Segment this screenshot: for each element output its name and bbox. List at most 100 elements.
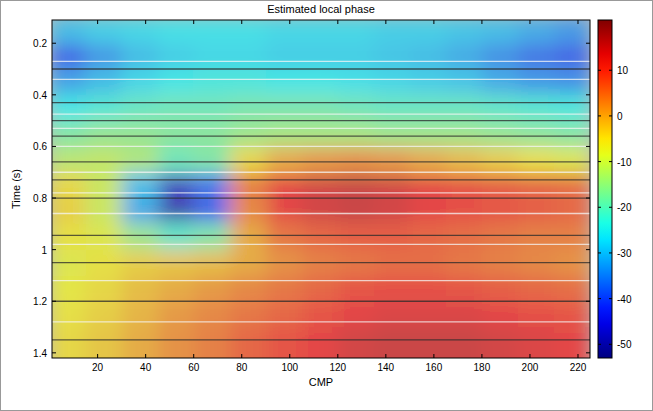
y-tick <box>52 301 56 302</box>
phase-cell <box>158 121 195 147</box>
x-tick-label: 20 <box>92 362 104 373</box>
x-tick <box>241 20 242 24</box>
phase-cell <box>518 198 555 224</box>
phase-cell <box>266 69 303 95</box>
phase-cell <box>446 95 483 121</box>
reflector <box>52 79 590 80</box>
reflector <box>52 321 590 322</box>
y-tick-label: 1.2 <box>33 296 47 307</box>
y-tick <box>586 352 590 353</box>
phase-cell <box>194 224 231 250</box>
phase-cell <box>554 43 590 69</box>
y-tick <box>52 352 56 353</box>
phase-cell <box>230 121 267 147</box>
phase-cell <box>122 275 159 301</box>
phase-cell <box>266 198 303 224</box>
reflector <box>52 339 590 340</box>
reflector <box>52 128 590 129</box>
phase-cell <box>194 95 231 121</box>
phase-cell <box>122 146 159 172</box>
plot-frame <box>52 20 590 358</box>
colorbar-tick-label: 10 <box>617 65 629 76</box>
reflector <box>52 114 590 115</box>
phase-cell <box>194 301 231 327</box>
reflector <box>52 244 590 245</box>
phase-cell <box>554 146 590 172</box>
phase-cell <box>230 198 267 224</box>
phase-cell <box>86 301 123 327</box>
x-tick-label: 80 <box>236 362 248 373</box>
phase-cell <box>518 43 555 69</box>
reflector <box>52 161 590 162</box>
phase-cell <box>410 121 447 147</box>
phase-cell <box>302 43 339 69</box>
phase-cell <box>518 95 555 121</box>
phase-cell <box>482 146 519 172</box>
phase-cell <box>554 121 590 147</box>
phase-cell <box>446 224 483 250</box>
x-tick <box>145 20 146 24</box>
phase-cell <box>194 353 231 358</box>
colorbar-tick <box>598 207 601 208</box>
y-tick <box>586 43 590 44</box>
colorbar-tick <box>609 70 612 71</box>
x-tick <box>289 354 290 358</box>
phase-cell <box>302 172 339 198</box>
phase-cell <box>52 20 86 44</box>
phase-cell <box>482 43 519 69</box>
phase-cell <box>446 275 483 301</box>
reflector <box>52 68 590 69</box>
phase-cell <box>374 20 411 44</box>
x-tick <box>97 354 98 358</box>
reflector <box>52 262 590 263</box>
y-tick-label: 0.6 <box>33 141 47 152</box>
phase-cell <box>266 43 303 69</box>
reflector <box>52 197 590 198</box>
reflector <box>52 135 590 136</box>
phase-cell <box>554 353 590 358</box>
x-tick <box>529 20 530 24</box>
colorbar <box>598 20 612 358</box>
title: Estimated local phase <box>267 3 375 15</box>
phase-cell <box>554 301 590 327</box>
phase-cell <box>374 353 411 358</box>
y-tick-label: 0.8 <box>33 193 47 204</box>
phase-cell <box>374 301 411 327</box>
phase-cell <box>52 146 86 172</box>
phase-cell <box>194 275 231 301</box>
phase-cell <box>554 20 590 44</box>
phase-cell <box>122 198 159 224</box>
colorbar-tick-label: 0 <box>617 111 623 122</box>
phase-cell <box>266 172 303 198</box>
phase-cell <box>554 95 590 121</box>
phase-cell <box>338 121 375 147</box>
x-tick <box>385 20 386 24</box>
phase-cell <box>302 353 339 358</box>
phase-cell <box>230 20 267 44</box>
phase-cell <box>52 301 86 327</box>
phase-cell <box>410 20 447 44</box>
phase-cell <box>86 146 123 172</box>
x-tick <box>145 354 146 358</box>
reflector <box>52 120 590 121</box>
reflector <box>52 102 590 103</box>
phase-cell <box>122 121 159 147</box>
phase-cell <box>446 43 483 69</box>
colorbar-tick <box>609 298 612 299</box>
colorbar-tick <box>598 70 601 71</box>
x-tick <box>241 354 242 358</box>
phase-cell <box>446 172 483 198</box>
phase-cell <box>410 95 447 121</box>
phase-cell <box>410 224 447 250</box>
x-tick-label: 60 <box>188 362 200 373</box>
phase-cell <box>302 121 339 147</box>
phase-cell <box>230 69 267 95</box>
phase-cell <box>230 43 267 69</box>
phase-cell <box>482 95 519 121</box>
phase-cell <box>518 121 555 147</box>
y-tick <box>52 198 56 199</box>
phase-cell <box>230 95 267 121</box>
phase-cell <box>518 353 555 358</box>
phase-overlay <box>52 20 590 358</box>
phase-cell <box>230 275 267 301</box>
